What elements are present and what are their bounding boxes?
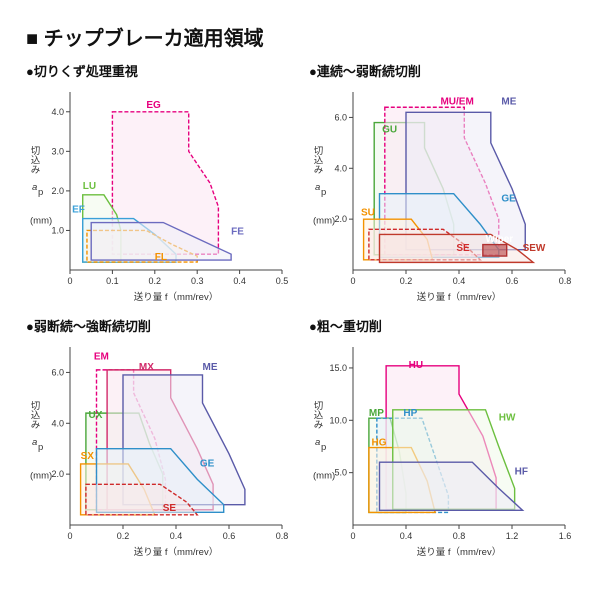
region-label: ME <box>501 97 516 108</box>
region-label: GU <box>382 125 397 136</box>
svg-text:0.3: 0.3 <box>191 276 204 286</box>
svg-text:0.2: 0.2 <box>149 276 162 286</box>
region-label: MX <box>139 362 154 373</box>
panel-title: ●切りくず処理重視 <box>26 61 288 80</box>
svg-text:0.4: 0.4 <box>453 276 466 286</box>
svg-text:0.6: 0.6 <box>223 531 236 541</box>
panel-title: ●粗～重切削 <box>309 316 571 335</box>
x-axis-label: 送り量 f（mm/rev） <box>134 546 218 558</box>
y-axis-label: 切込み <box>312 400 324 429</box>
region-label: MU/EM <box>440 97 473 108</box>
svg-text:1.0: 1.0 <box>51 225 64 235</box>
page-title: ■ チップブレーカ適用領域 <box>26 22 574 51</box>
region-label: GE <box>200 459 215 470</box>
svg-text:0.4: 0.4 <box>400 531 413 541</box>
svg-text:6.0: 6.0 <box>51 367 64 377</box>
y-axis-label: a <box>32 437 37 448</box>
region-label: SX <box>81 451 95 462</box>
svg-text:0.2: 0.2 <box>117 531 130 541</box>
region-label: SE <box>163 503 177 514</box>
region-label: EG <box>146 100 161 111</box>
region-label: LU <box>83 181 96 192</box>
svg-text:0.6: 0.6 <box>506 276 519 286</box>
svg-text:0.8: 0.8 <box>453 531 466 541</box>
region-label: EF <box>72 205 85 216</box>
svg-text:0.2: 0.2 <box>400 276 413 286</box>
svg-text:2.0: 2.0 <box>334 214 347 224</box>
svg-text:2.0: 2.0 <box>51 469 64 479</box>
chart-panel: ●切りくず処理重視 EG LU EF FL FE 0 0.1 0.2 0.3 0.4 0.5 1.0 2.… <box>26 61 288 304</box>
y-axis-label: 切込み <box>29 400 41 429</box>
region-label: SEW <box>523 243 546 254</box>
region-label: HF <box>515 467 528 478</box>
x-axis-label: 送り量 f（mm/rev） <box>134 291 218 303</box>
svg-text:0.8: 0.8 <box>276 531 288 541</box>
panel-title: ●連続～弱断続切削 <box>309 61 571 80</box>
y-axis-label: p <box>38 442 43 453</box>
panel-title: ●弱断続～強断続切削 <box>26 316 288 335</box>
chart-svg: HU MP HP HG HW HF 0 0.4 0.8 1.2 1.6 5.0 10.0 15.0 送り量 … <box>309 339 571 559</box>
y-axis-label: 切込み <box>312 145 324 174</box>
svg-text:10.0: 10.0 <box>329 415 347 425</box>
svg-text:4.0: 4.0 <box>334 163 347 173</box>
region-label: HG <box>372 437 387 448</box>
x-axis-label: 送り量 f（mm/rev） <box>417 546 501 558</box>
svg-text:0.4: 0.4 <box>170 531 183 541</box>
svg-text:0: 0 <box>67 276 72 286</box>
x-axis-label: 送り量 f（mm/rev） <box>417 291 501 303</box>
chart-svg: EG LU EF FL FE 0 0.1 0.2 0.3 0.4 0.5 1.0 2.0 3.0 4.0 送り… <box>26 84 288 304</box>
region-label: GE <box>501 193 516 204</box>
y-axis-label: p <box>321 442 326 453</box>
region-label: FL <box>155 252 167 263</box>
chart-svg: UX EM MX ME SX GE SE 0 0.2 0.4 0.6 0.8 2.0 4.0 6.0 送り量 … <box>26 339 288 559</box>
chart-grid: ●切りくず処理重視 EG LU EF FL FE 0 0.1 0.2 0.3 0.4 0.5 1.0 2.… <box>26 61 574 559</box>
y-axis-label: a <box>32 182 37 193</box>
region-label: UX <box>89 410 103 421</box>
region-label: ME <box>203 362 218 373</box>
y-axis-label: (mm) <box>313 216 335 227</box>
svg-text:15.0: 15.0 <box>329 363 347 373</box>
chart-panel: ●弱断続～強断続切削 UX EM MX ME SX GE SE 0 0.2 0.4 0.6 0.8 2.0… <box>26 316 288 559</box>
region-label: FE <box>231 226 244 237</box>
svg-text:2.0: 2.0 <box>51 186 64 196</box>
y-axis-label: a <box>315 182 320 193</box>
svg-text:4.0: 4.0 <box>51 107 64 117</box>
y-axis-label: (mm) <box>30 471 52 482</box>
y-axis-label: 切込み <box>29 145 41 174</box>
region-label: MP <box>369 408 384 419</box>
y-axis-label: (mm) <box>313 471 335 482</box>
svg-text:0: 0 <box>67 531 72 541</box>
chart-region <box>483 245 507 256</box>
region-label: HU <box>409 360 423 371</box>
svg-text:0.8: 0.8 <box>559 276 571 286</box>
svg-text:4.0: 4.0 <box>51 418 64 428</box>
svg-text:5.0: 5.0 <box>334 468 347 478</box>
chart-panel: ●連続～弱断続切削 GU MU/EM ME GE SU SE SEW Wiper 0 0.2 0.4 0… <box>309 61 571 304</box>
svg-text:0.1: 0.1 <box>106 276 119 286</box>
svg-text:0: 0 <box>350 276 355 286</box>
region-label: SE <box>456 243 470 254</box>
region-label: SU <box>361 207 375 218</box>
svg-text:6.0: 6.0 <box>334 112 347 122</box>
svg-text:0: 0 <box>350 531 355 541</box>
y-axis-label: (mm) <box>30 216 52 227</box>
y-axis-label: p <box>321 187 326 198</box>
y-axis-label: a <box>315 437 320 448</box>
region-label: HP <box>403 408 417 419</box>
chart-panel: ●粗～重切削 HU MP HP HG HW HF 0 0.4 0.8 1.2 1.6 5.0 10.0 15… <box>309 316 571 559</box>
chart-svg: GU MU/EM ME GE SU SE SEW Wiper 0 0.2 0.4 0.6 0.8 2.0 4… <box>309 84 571 304</box>
svg-text:1.6: 1.6 <box>559 531 571 541</box>
svg-text:0.5: 0.5 <box>276 276 288 286</box>
svg-text:0.4: 0.4 <box>233 276 246 286</box>
svg-text:1.2: 1.2 <box>506 531 519 541</box>
region-label: HW <box>499 412 516 423</box>
svg-text:3.0: 3.0 <box>51 146 64 156</box>
region-label: Wiper <box>486 234 514 245</box>
region-label: EM <box>94 352 109 363</box>
y-axis-label: p <box>38 187 43 198</box>
